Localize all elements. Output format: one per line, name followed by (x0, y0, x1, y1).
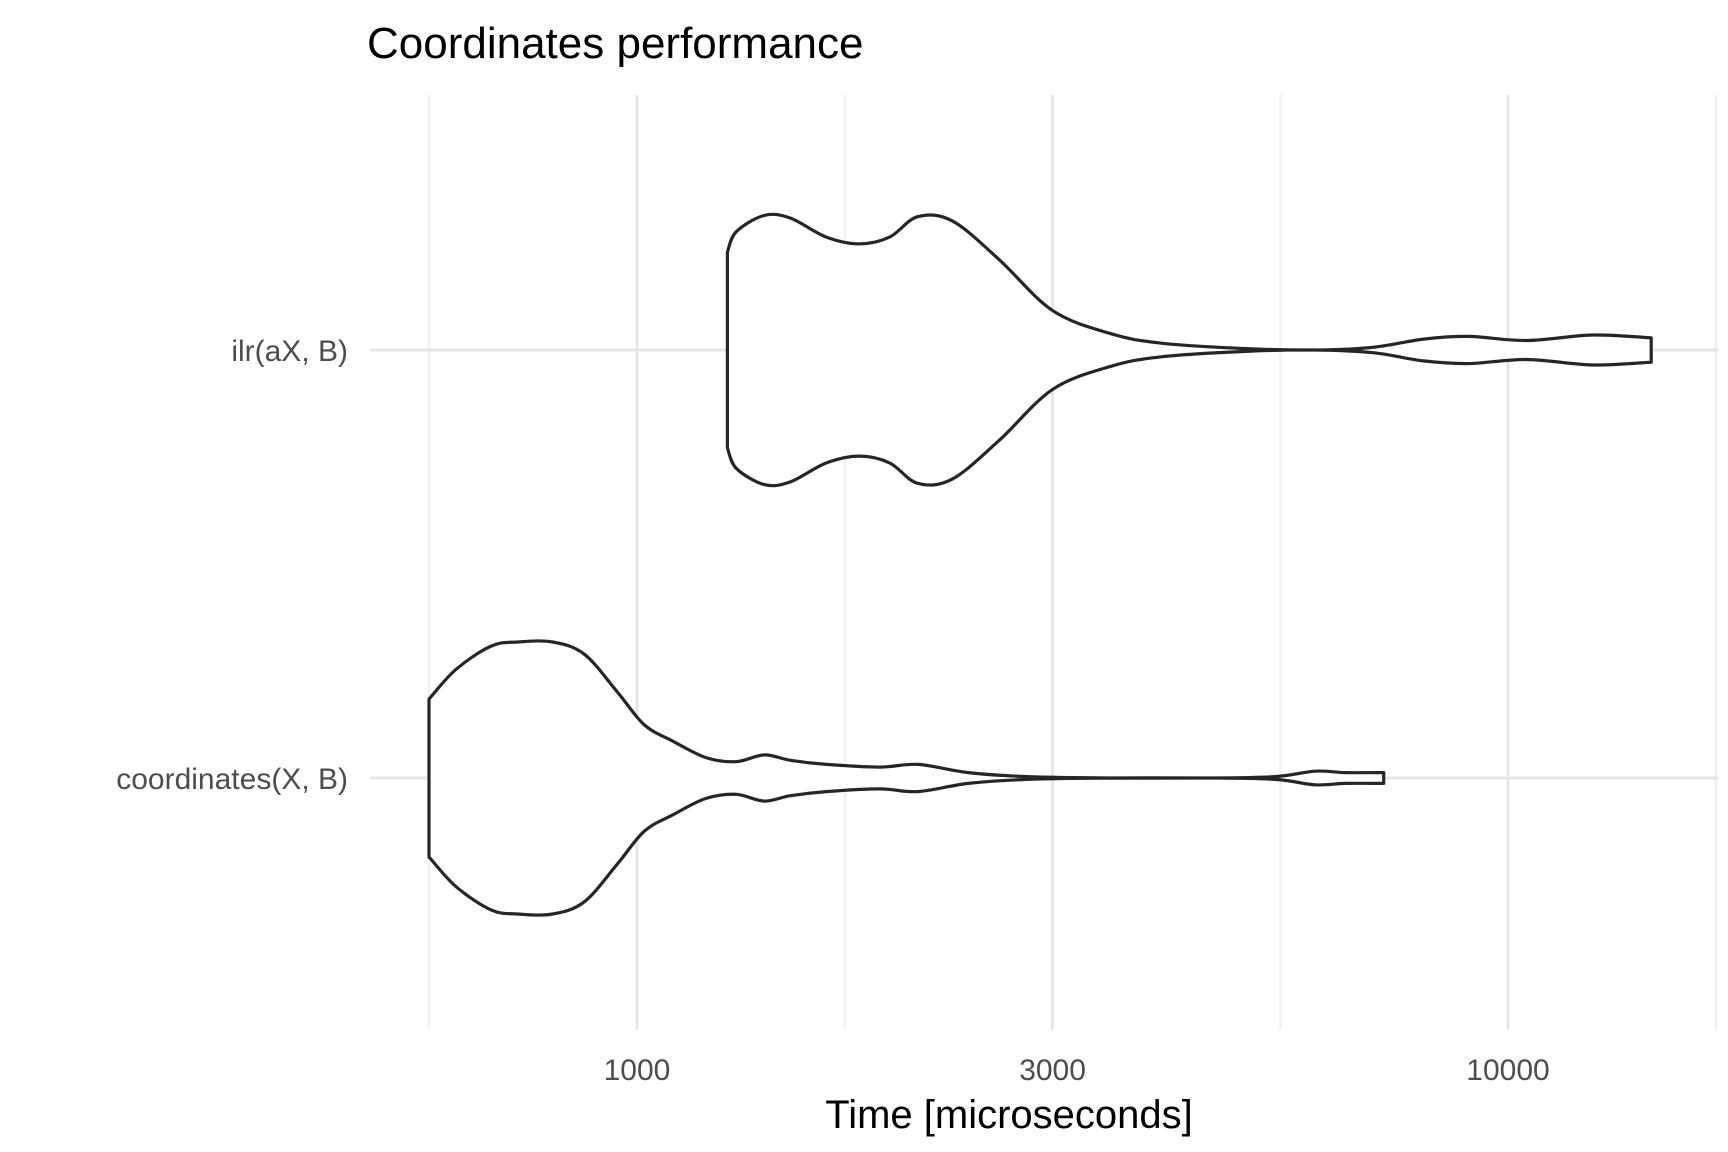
x-tick-label: 3000 (1019, 1054, 1086, 1087)
x-tick-label: 1000 (604, 1054, 671, 1087)
y-tick-label: coordinates(X, B) (116, 763, 348, 796)
x-tick-label: 10000 (1466, 1054, 1549, 1087)
violin-ilr (725, 212, 1653, 488)
chart-title: Coordinates performance (367, 19, 863, 68)
x-axis-label: Time [microseconds] (825, 1093, 1193, 1137)
violin-layer (427, 212, 1653, 917)
tick-label-layer: 1000 3000 10000 ilr(aX, B) coordinates(X, B) (116, 335, 1550, 1087)
y-tick-label: ilr(aX, B) (231, 335, 348, 368)
violin-coordinates (427, 639, 1386, 917)
